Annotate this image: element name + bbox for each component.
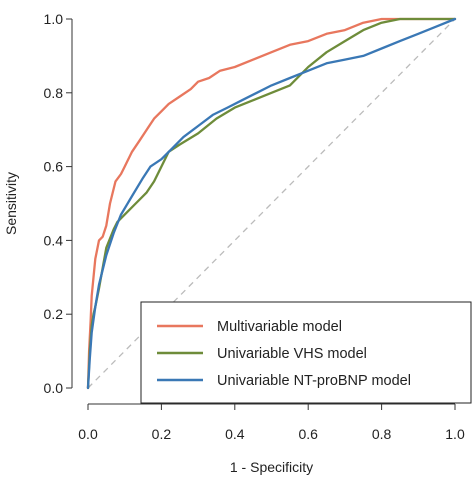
y-ticks: 0.0 0.2 0.4 0.6 0.8 1.0 [44,11,72,396]
x-tick-label: 0.6 [298,426,318,442]
series-layer [86,17,457,390]
plot-area [86,17,457,390]
x-tick-label: 0.4 [225,426,245,442]
legend-label: Univariable NT-proBNP model [217,373,411,389]
y-tick-label: 1.0 [44,11,64,27]
legend-label: Multivariable model [217,319,342,335]
y-tick-label: 0.2 [44,306,64,322]
y-tick-label: 0.6 [44,159,64,175]
x-axis: 0.0 0.2 0.4 0.6 0.8 1.0 1 - Specificity [78,403,465,475]
legend: Multivariable model Univariable VHS model… [140,301,472,404]
y-axis: 0.0 0.2 0.4 0.6 0.8 1.0 Sensitivity [3,11,73,396]
x-tick-label: 0.8 [372,426,392,442]
y-tick-label: 0.8 [44,85,64,101]
reference-diagonal [87,18,456,389]
series-line-1 [86,17,457,390]
y-tick-label: 0.0 [44,380,64,396]
legend-label: Univariable VHS model [217,346,367,362]
y-tick-label: 0.4 [44,232,64,248]
legend-items: Multivariable model Univariable VHS model… [157,319,411,389]
x-ticks: 0.0 0.2 0.4 0.6 0.8 1.0 [78,404,465,442]
x-axis-title: 1 - Specificity [230,459,313,475]
y-axis-title: Sensitivity [3,172,19,235]
x-tick-label: 1.0 [445,426,465,442]
series-line-3 [86,17,457,390]
x-tick-label: 0.0 [78,426,98,442]
x-tick-label: 0.2 [152,426,172,442]
